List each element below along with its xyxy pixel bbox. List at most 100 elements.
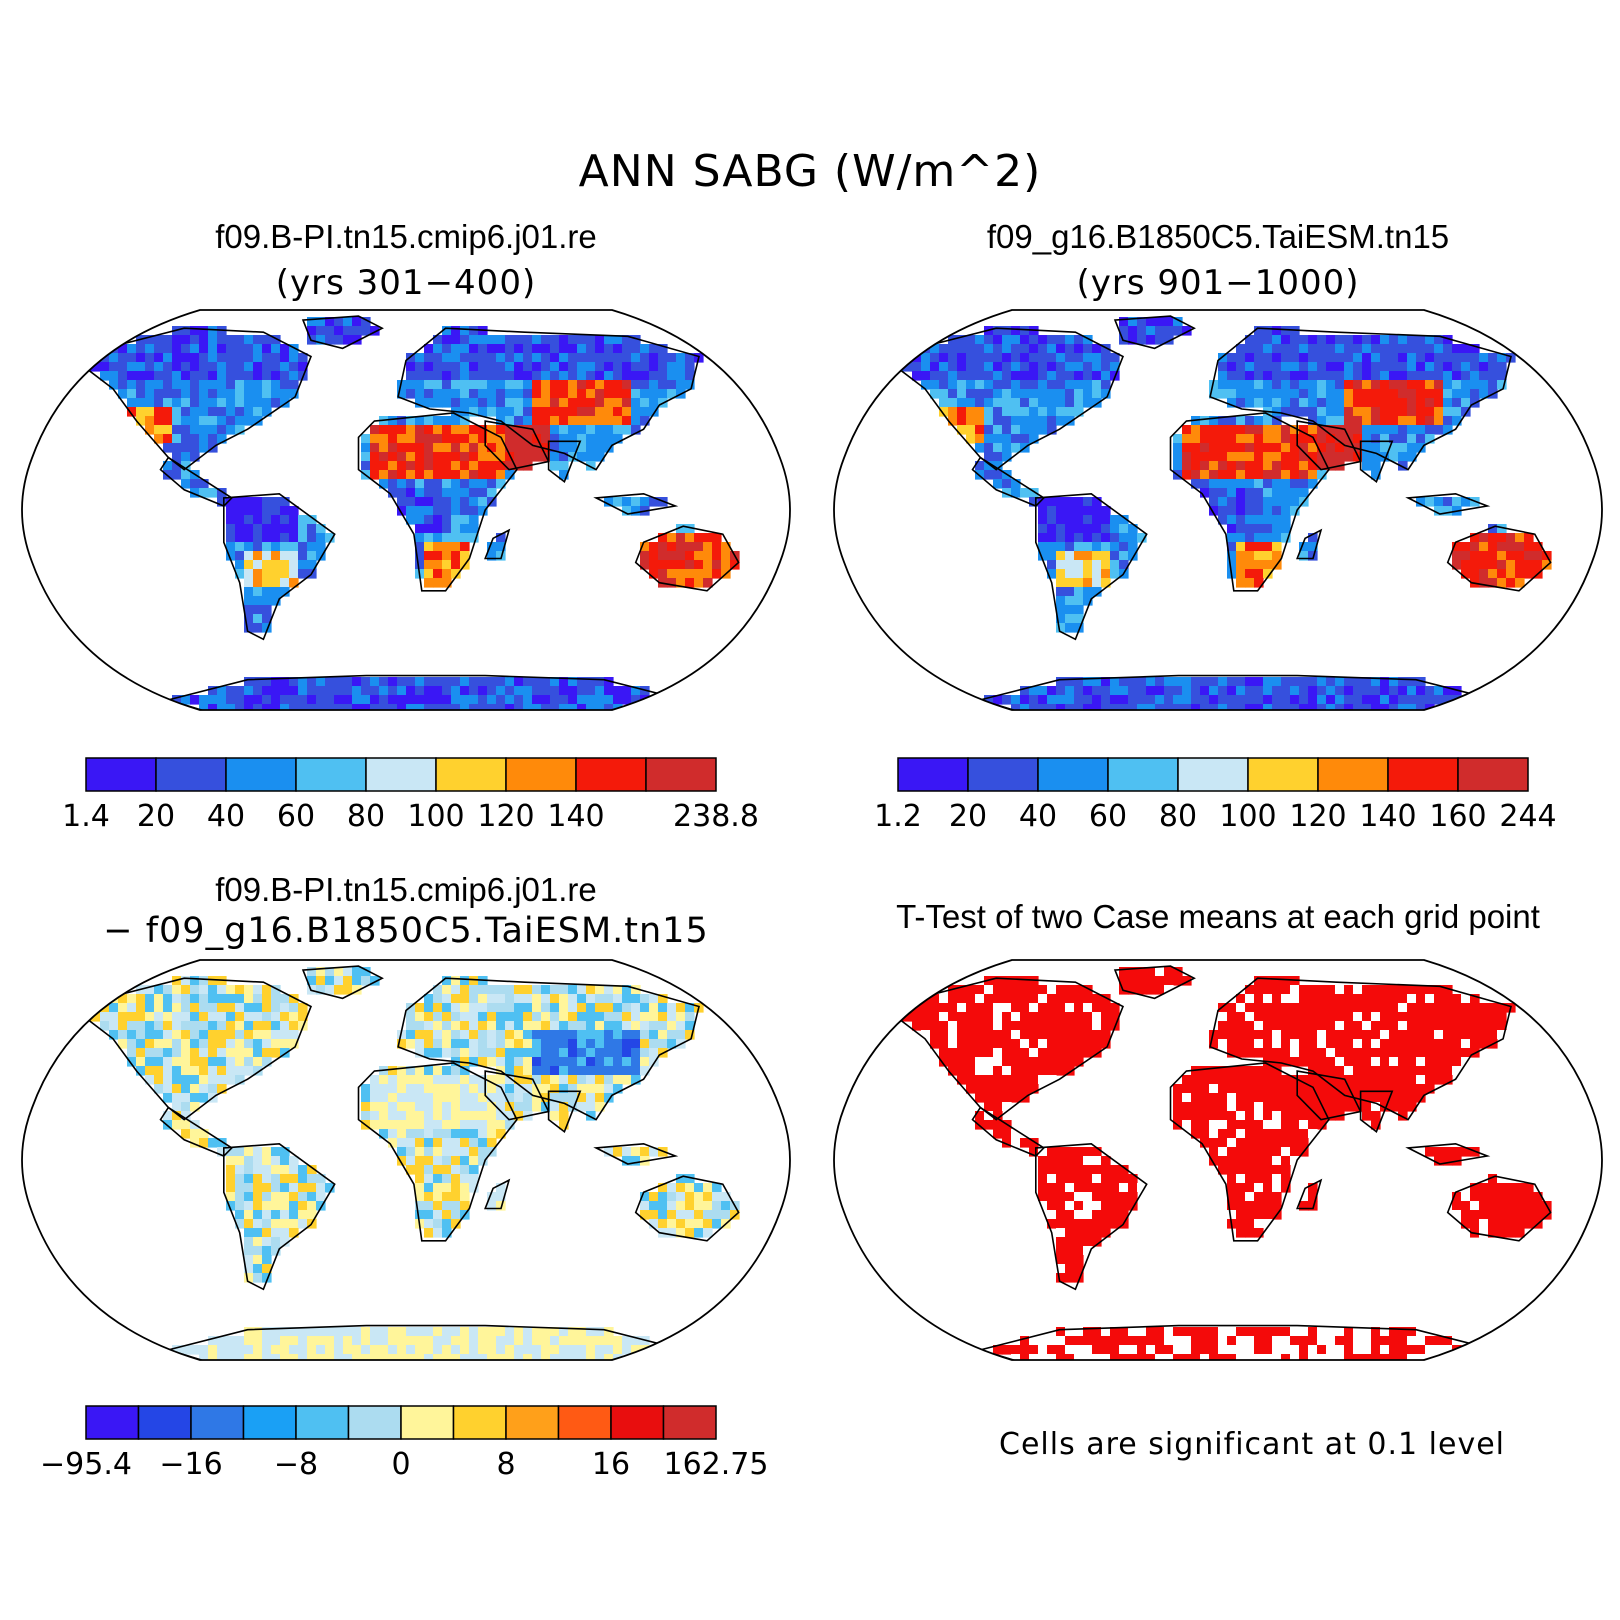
map-grid-cell [984,1057,994,1067]
map-grid-cell [1227,1345,1237,1355]
map-grid-cell [1200,488,1210,498]
map-grid-cell [1227,1201,1237,1211]
map-grid-cell [613,1075,623,1085]
map-grid-cell [1056,560,1066,570]
map-grid-cell [1317,371,1327,381]
map-grid-cell [235,416,245,426]
map-grid-cell [541,1066,551,1076]
map-grid-cell [649,1048,659,1058]
map-grid-cell [1002,434,1012,444]
map-grid-cell [163,461,173,471]
map-grid-cell [604,704,614,710]
map-grid-cell [1515,1201,1525,1211]
map-grid-cell [253,335,263,345]
map-grid-cell [469,1093,479,1103]
map-grid-cell [397,1345,407,1355]
map-grid-cell [469,1075,479,1085]
map-grid-cell [532,344,542,354]
map-grid-cell [1317,686,1327,696]
map-grid-cell [685,1228,695,1238]
coastline-india [547,440,582,483]
map-grid-cell [172,985,182,995]
map-grid-cell [1290,380,1300,390]
map-grid-cell [136,353,146,363]
map-grid-cell [442,1210,452,1220]
map-grid-cell [433,686,443,696]
map-grid-cell [1074,578,1084,588]
map-grid-cell [379,1129,389,1139]
map-grid-cell [649,1201,659,1211]
map-grid-cell [550,1012,560,1022]
map-grid-cell [505,470,515,480]
map-grid-cell [703,1183,713,1193]
map-grid-cell [208,1012,218,1022]
colorbar-top-right: 1.2 20 40 60 80 100 120 140 160 244 [874,757,1557,834]
map-grid-cell [1065,596,1075,606]
map-grid-cell [496,1075,506,1085]
map-grid-cell [271,398,281,408]
map-grid-cell [379,1093,389,1103]
map-grid-cell [1362,1039,1372,1049]
map-grid-cell [1317,1012,1327,1022]
map-grid-cell [271,1192,281,1202]
map-grid-cell [595,371,605,381]
map-grid-cell [1407,1354,1417,1360]
map-grid-cell [1272,1093,1282,1103]
map-grid-cell [1002,1075,1012,1085]
map-grid-cell [1218,1021,1228,1031]
map-grid-cell [1047,407,1057,417]
map-grid-cell [505,380,515,390]
map-grid-cell [1497,533,1507,543]
map-grid-cell [568,704,578,710]
map-grid-cell [280,1345,290,1355]
colorbar-tick-label: 1.4 [62,799,110,834]
map-grid-cell [1029,686,1039,696]
map-grid-cell [1263,569,1273,579]
map-grid-cell [235,994,245,1004]
map-grid-cell [930,1012,940,1022]
map-grid-cell [1119,515,1129,525]
map-grid-cell [1407,1066,1417,1076]
map-grid-cell [1398,1102,1408,1112]
map-grid-cell [1065,1237,1075,1247]
map-grid-cell [1290,434,1300,444]
coastline-australia [634,1175,740,1242]
map-grid-cell [1110,704,1120,710]
map-grid-cell [1353,434,1363,444]
map-grid-cell [1425,686,1435,696]
map-grid-cell [604,443,614,453]
map-grid-cell [984,1345,994,1355]
map-grid-cell [1299,1003,1309,1013]
map-grid-cell [208,704,218,710]
map-grid-cell [1038,1021,1048,1031]
map-grid-cell [694,560,704,570]
map-grid-cell [1245,1111,1255,1121]
map-grid-cell [550,1102,560,1112]
map-grid-cell [1074,596,1084,606]
map-grid-cell [1155,317,1165,327]
map-grid-cell [478,1120,488,1130]
map-grid-cell [1371,1021,1381,1031]
map-grid-cell [541,434,551,444]
map-grid-cell [640,1003,650,1013]
map-grid-cell [388,704,398,710]
map-grid-cell [649,398,659,408]
map-grid-cell [1272,416,1282,426]
map-grid-cell [1506,1192,1516,1202]
map-grid-cell [1308,362,1318,372]
map-grid-cell [424,389,434,399]
map-grid-cell [957,371,967,381]
map-grid-cell [487,1039,497,1049]
map-grid-cell [235,362,245,372]
map-grid-cell [1272,425,1282,435]
map-grid-cell [424,1156,434,1166]
map-grid-cell [966,1021,976,1031]
map-grid-cell [957,353,967,363]
map-grid-cell [1083,1030,1093,1040]
map-grid-cell [577,335,587,345]
map-grid-cell [1497,1192,1507,1202]
map-grid-cell [1263,443,1273,453]
map-grid-cell [1479,353,1489,363]
map-grid-cell [1029,344,1039,354]
coastline-arabia [484,420,550,471]
